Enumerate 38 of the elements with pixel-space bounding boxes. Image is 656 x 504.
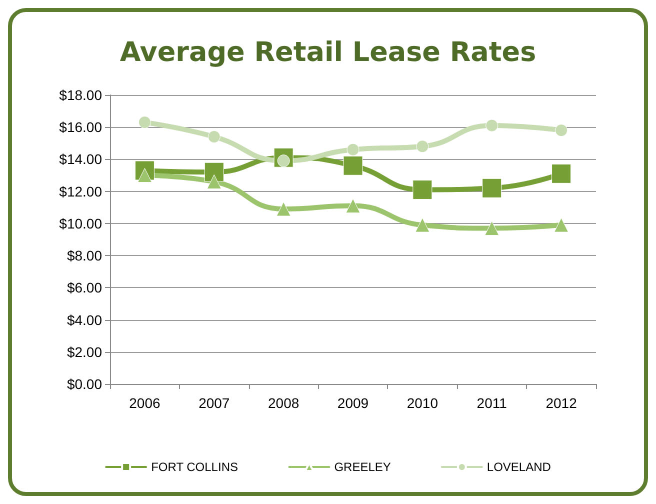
x-tick-label: 2006 xyxy=(129,395,160,411)
x-tick-label: 2009 xyxy=(337,395,369,411)
point xyxy=(416,140,429,153)
point xyxy=(412,180,432,200)
point xyxy=(138,116,151,129)
point xyxy=(486,119,498,132)
y-tick-label: $2.00 xyxy=(66,344,102,360)
y-tick-label: $8.00 xyxy=(66,248,102,264)
point xyxy=(555,124,568,137)
legend-label: GREELEY xyxy=(334,460,391,474)
y-tick-label: $4.00 xyxy=(66,312,102,328)
x-tick-label: 2011 xyxy=(476,395,508,411)
y-tick-label: $18.00 xyxy=(59,87,102,103)
x-tick-label: 2010 xyxy=(406,395,438,411)
point xyxy=(276,202,291,216)
x-tick-label: 2008 xyxy=(268,395,300,411)
point xyxy=(554,218,569,232)
point xyxy=(206,174,222,189)
point xyxy=(343,156,363,176)
point xyxy=(208,130,220,143)
y-tick-label: $12.00 xyxy=(59,183,102,200)
y-tick-label: $16.00 xyxy=(59,119,102,136)
point xyxy=(204,162,224,182)
legend-label: FORT COLLINS xyxy=(151,460,238,474)
y-tick-label: $0.00 xyxy=(66,376,102,392)
y-tick-label: $14.00 xyxy=(59,151,102,168)
point xyxy=(484,221,500,236)
x-tick-label: 2012 xyxy=(546,395,578,411)
point xyxy=(482,178,502,198)
y-tick-label: $6.00 xyxy=(66,280,102,296)
point xyxy=(415,218,430,232)
x-tick-label: 2007 xyxy=(198,395,230,411)
legend-label: LOVELAND xyxy=(486,460,552,474)
point xyxy=(346,198,360,214)
y-tick-label: $10.00 xyxy=(59,215,102,232)
point xyxy=(552,164,572,184)
point xyxy=(346,143,360,156)
chart-title: Average Retail Lease Rates xyxy=(120,37,536,68)
